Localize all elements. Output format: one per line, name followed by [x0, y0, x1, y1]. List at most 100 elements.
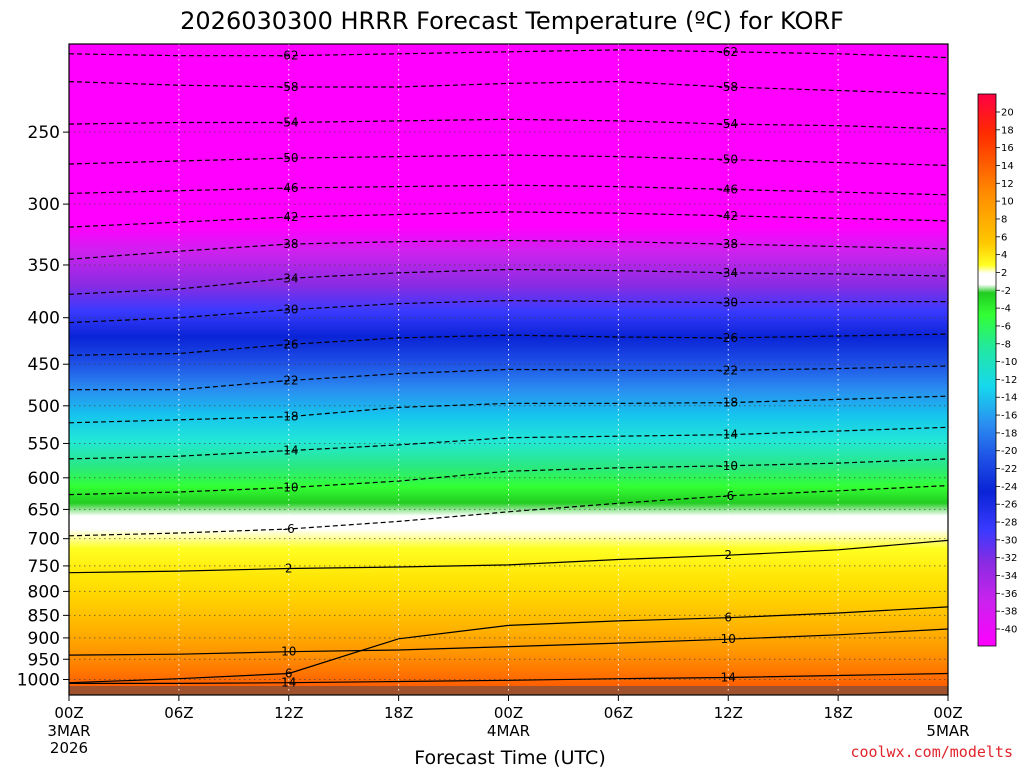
colorbar-tick-label-0: 20: [1001, 108, 1014, 119]
x-tick-label-1: 06Z: [164, 704, 193, 722]
colorbar-tick-label-22: -26: [1001, 500, 1017, 511]
contour-label--14-1: -14: [718, 428, 738, 442]
y-tick-label-400: 400: [28, 309, 60, 329]
contour-label--6-1: -6: [722, 489, 734, 503]
plot-area: -62 -62-58 -58-54 -54-50 -50-46 -46-42 -42-38-…: [69, 44, 948, 695]
contour-label--42-1: -42: [718, 209, 738, 223]
contour--14: [69, 426, 948, 460]
colorbar-tick-label-20: -22: [1001, 464, 1017, 475]
colorbar-tick-label-8: 4: [1001, 250, 1007, 261]
contour-label--14-0: -14: [279, 444, 299, 458]
contour-label--18-0: -18: [279, 410, 299, 424]
colorbar-gradient: [977, 93, 997, 647]
colorbar-tick-label-5: 10: [1001, 197, 1014, 208]
contour-label-6-1: 6: [724, 611, 732, 625]
contour-label--50-0: -50: [279, 151, 299, 165]
colorbar-tick-label-18: -18: [1001, 428, 1017, 439]
contour-label--10-0: -10: [279, 481, 299, 495]
contour-label--30-0: -30: [279, 303, 299, 317]
y-tick-label-800: 800: [28, 582, 60, 602]
colorbar-tick-label-14: -10: [1001, 357, 1017, 368]
contour-label-2-0: 2: [285, 562, 293, 576]
contour-label--46-1: -46: [718, 182, 738, 196]
x-date-label-3MAR: 3MAR: [47, 722, 90, 740]
colorbar-tick-label-28: -38: [1001, 607, 1017, 618]
y-tick-label-850: 850: [28, 606, 60, 626]
colorbar-tick-label-25: -32: [1001, 553, 1017, 564]
colorbar: 20 18 16 14 12 10 8 6 4 2 -2 -4 -6 -8 -10 -12 -14 -16 -18 -…: [977, 93, 1017, 647]
contour-label--62-1: -62: [718, 45, 738, 59]
contour--10: [69, 458, 948, 496]
colorbar-tick-label-11: -4: [1001, 304, 1011, 315]
contour--6: [69, 485, 948, 537]
colorbar-tick-label-16: -14: [1001, 393, 1017, 404]
x-date-label-5MAR: 5MAR: [926, 722, 969, 740]
contour--50: [69, 154, 948, 166]
y-tick-label-750: 750: [28, 557, 60, 577]
contour--42: [69, 211, 948, 228]
x-tick-label-0: 00Z: [54, 704, 83, 722]
contour-label--38-1: -38: [718, 237, 738, 251]
x-tick-label-6: 12Z: [714, 704, 743, 722]
y-tick-label-650: 650: [28, 500, 60, 520]
y-tick-label-1000: 1000: [17, 671, 60, 691]
contour-14: [69, 672, 948, 684]
contour--46: [69, 184, 948, 196]
y-tick-label-900: 900: [28, 629, 60, 649]
contour-label-14-0: 14: [281, 676, 296, 690]
contour-label--42-0: -42: [279, 210, 299, 224]
x-tick-label-7: 18Z: [823, 704, 852, 722]
contour-label-14-1: 14: [721, 671, 736, 685]
contour--34: [69, 268, 948, 295]
contour--30: [69, 299, 948, 324]
contour-label-10-0: 10: [281, 645, 296, 659]
chart-title: 2026030300 HRRR Forecast Temperature (ºC…: [180, 7, 844, 35]
contour-label-2-1: 2: [724, 548, 732, 562]
x-date-label-4MAR: 4MAR: [487, 722, 530, 740]
contour-label--6-0: -6: [283, 522, 295, 536]
contour-label--34-1: -34: [718, 266, 738, 280]
colorbar-tick-label-7: 6: [1001, 232, 1007, 243]
contour--54: [69, 118, 948, 130]
x-tick-label-8: 00Z: [933, 704, 962, 722]
contour-label--54-0: -54: [279, 116, 299, 130]
contour-label--62-0: -62: [279, 49, 299, 63]
colorbar-tick-label-13: -8: [1001, 339, 1011, 350]
y-tick-label-500: 500: [28, 397, 60, 417]
colorbar-tick-label-27: -36: [1001, 589, 1017, 600]
contour-label--18-1: -18: [718, 396, 738, 410]
contour-label--30-1: -30: [718, 296, 738, 310]
colorbar-tick-label-6: 8: [1001, 214, 1007, 225]
contour-label--10-1: -10: [718, 459, 738, 473]
contour-label--22-1: -22: [718, 363, 738, 377]
colorbar-tick-label-9: 2: [1001, 268, 1007, 279]
contour-2: [69, 539, 948, 574]
y-tick-label-450: 450: [28, 355, 60, 375]
x-tick-label-2: 12Z: [274, 704, 303, 722]
contour-label--38-0: -38: [279, 237, 299, 251]
colorbar-tick-label-26: -34: [1001, 571, 1017, 582]
contour-label-10-1: 10: [721, 632, 736, 646]
colorbar-tick-label-24: -30: [1001, 535, 1017, 546]
contour--22: [69, 365, 948, 391]
colorbar-tick-label-21: -24: [1001, 482, 1017, 493]
x-axis-label: Forecast Time (UTC): [414, 747, 605, 768]
contour-label--46-0: -46: [279, 181, 299, 195]
colorbar-tick-label-2: 16: [1001, 143, 1014, 154]
colorbar-tick-label-3: 14: [1001, 161, 1014, 172]
contour-10: [69, 628, 948, 656]
colorbar-ticks: 20 18 16 14 12 10 8 6 4 2 -2 -4 -6 -8 -10 -12 -14 -16 -18 -…: [996, 108, 1017, 636]
x-tick-label-4: 00Z: [494, 704, 523, 722]
contour-label--26-1: -26: [718, 331, 738, 345]
contour-label--58-1: -58: [718, 80, 738, 94]
x-tick-label-3: 18Z: [384, 704, 413, 722]
contour-6: [69, 606, 948, 684]
contour--26: [69, 333, 948, 356]
credit-text: coolwx.com/modelts: [850, 743, 1013, 761]
contour--62: [69, 49, 948, 59]
contour-label--34-0: -34: [279, 271, 299, 285]
contour--38: [69, 239, 948, 260]
contour-label--58-0: -58: [279, 80, 299, 94]
